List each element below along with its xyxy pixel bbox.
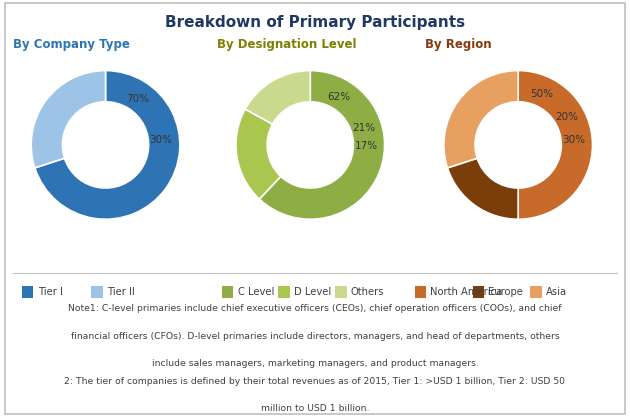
- Text: Note1: C-level primaries include chief executive officers (CEOs), chief operatio: Note1: C-level primaries include chief e…: [68, 304, 562, 314]
- Text: By Company Type: By Company Type: [13, 38, 130, 51]
- Text: North America: North America: [430, 287, 503, 297]
- Text: 21%: 21%: [352, 123, 375, 133]
- Text: Europe: Europe: [488, 287, 523, 297]
- Text: D Level: D Level: [294, 287, 331, 297]
- Text: Tier I: Tier I: [38, 287, 62, 297]
- Wedge shape: [447, 158, 518, 219]
- Text: financial officers (CFOs). D-level primaries include directors, managers, and he: financial officers (CFOs). D-level prima…: [71, 332, 559, 341]
- Text: Asia: Asia: [546, 287, 568, 297]
- Text: 2: The tier of companies is defined by their total revenues as of 2015, Tier 1: : 2: The tier of companies is defined by t…: [64, 377, 566, 387]
- Wedge shape: [518, 70, 592, 219]
- Text: million to USD 1 billion.: million to USD 1 billion.: [261, 404, 369, 414]
- Text: 17%: 17%: [355, 141, 377, 151]
- Text: Tier II: Tier II: [107, 287, 135, 297]
- Text: 30%: 30%: [562, 135, 585, 145]
- Wedge shape: [260, 70, 384, 219]
- Text: C Level: C Level: [238, 287, 274, 297]
- Text: 70%: 70%: [126, 94, 149, 104]
- Text: 20%: 20%: [555, 112, 578, 122]
- Text: Breakdown of Primary Participants: Breakdown of Primary Participants: [165, 15, 465, 30]
- Wedge shape: [35, 70, 180, 219]
- Text: Others: Others: [351, 287, 384, 297]
- Text: 62%: 62%: [328, 92, 350, 102]
- Text: 50%: 50%: [530, 89, 553, 99]
- Wedge shape: [236, 109, 281, 199]
- Text: By Designation Level: By Designation Level: [217, 38, 357, 51]
- Text: By Region: By Region: [425, 38, 492, 51]
- Text: include sales managers, marketing managers, and product managers.: include sales managers, marketing manage…: [152, 359, 478, 368]
- Text: 30%: 30%: [149, 135, 173, 145]
- Wedge shape: [245, 70, 311, 124]
- Wedge shape: [32, 70, 106, 168]
- Wedge shape: [444, 70, 518, 168]
